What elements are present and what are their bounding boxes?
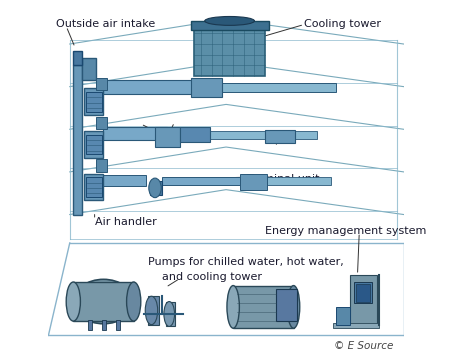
FancyBboxPatch shape (180, 127, 210, 142)
Text: Chiller: Chiller (257, 314, 293, 324)
Text: Air handler: Air handler (94, 217, 156, 227)
FancyBboxPatch shape (190, 21, 268, 30)
Text: Boiler: Boiler (73, 296, 105, 306)
FancyBboxPatch shape (116, 320, 120, 330)
Ellipse shape (149, 178, 161, 198)
Ellipse shape (226, 286, 239, 328)
FancyBboxPatch shape (332, 323, 378, 328)
FancyBboxPatch shape (275, 289, 296, 321)
FancyBboxPatch shape (350, 275, 376, 325)
Ellipse shape (126, 282, 140, 321)
FancyBboxPatch shape (101, 320, 106, 330)
Ellipse shape (73, 279, 133, 324)
Text: Ducts: Ducts (151, 128, 183, 138)
FancyBboxPatch shape (103, 79, 192, 94)
FancyBboxPatch shape (148, 296, 158, 325)
Text: © E Source: © E Source (333, 341, 392, 351)
FancyBboxPatch shape (103, 127, 167, 140)
Text: Cooling tower: Cooling tower (304, 19, 381, 29)
FancyBboxPatch shape (210, 131, 316, 139)
FancyBboxPatch shape (96, 78, 107, 90)
FancyBboxPatch shape (194, 30, 264, 76)
Text: Terminal unit: Terminal unit (247, 174, 319, 184)
Ellipse shape (204, 16, 254, 25)
FancyBboxPatch shape (353, 282, 371, 303)
Ellipse shape (145, 296, 157, 325)
FancyBboxPatch shape (240, 174, 266, 190)
FancyBboxPatch shape (355, 284, 369, 301)
FancyBboxPatch shape (150, 181, 162, 195)
FancyBboxPatch shape (232, 286, 293, 328)
FancyBboxPatch shape (155, 127, 180, 147)
Text: Outside air intake: Outside air intake (56, 19, 155, 29)
FancyBboxPatch shape (84, 131, 103, 158)
FancyBboxPatch shape (266, 177, 330, 185)
FancyBboxPatch shape (73, 65, 82, 214)
FancyBboxPatch shape (103, 175, 146, 186)
Text: Energy management system: Energy management system (264, 226, 425, 236)
FancyBboxPatch shape (96, 159, 107, 172)
FancyBboxPatch shape (73, 282, 133, 321)
Text: Pumps for chilled water, hot water,: Pumps for chilled water, hot water, (148, 257, 343, 267)
Text: and cooling tower: and cooling tower (162, 272, 262, 282)
FancyBboxPatch shape (190, 78, 222, 97)
FancyBboxPatch shape (86, 135, 101, 154)
FancyBboxPatch shape (73, 51, 82, 65)
Text: Diffuser: Diffuser (268, 131, 312, 141)
Ellipse shape (287, 286, 299, 328)
FancyBboxPatch shape (84, 88, 103, 115)
FancyBboxPatch shape (336, 307, 350, 325)
FancyBboxPatch shape (96, 117, 107, 129)
FancyBboxPatch shape (222, 83, 336, 92)
Ellipse shape (163, 301, 174, 326)
FancyBboxPatch shape (162, 176, 240, 185)
FancyBboxPatch shape (88, 320, 92, 330)
FancyBboxPatch shape (264, 130, 294, 143)
FancyBboxPatch shape (86, 177, 101, 197)
FancyBboxPatch shape (82, 58, 96, 79)
Ellipse shape (66, 282, 80, 321)
FancyBboxPatch shape (84, 174, 103, 200)
FancyBboxPatch shape (165, 301, 174, 326)
FancyBboxPatch shape (86, 92, 101, 111)
